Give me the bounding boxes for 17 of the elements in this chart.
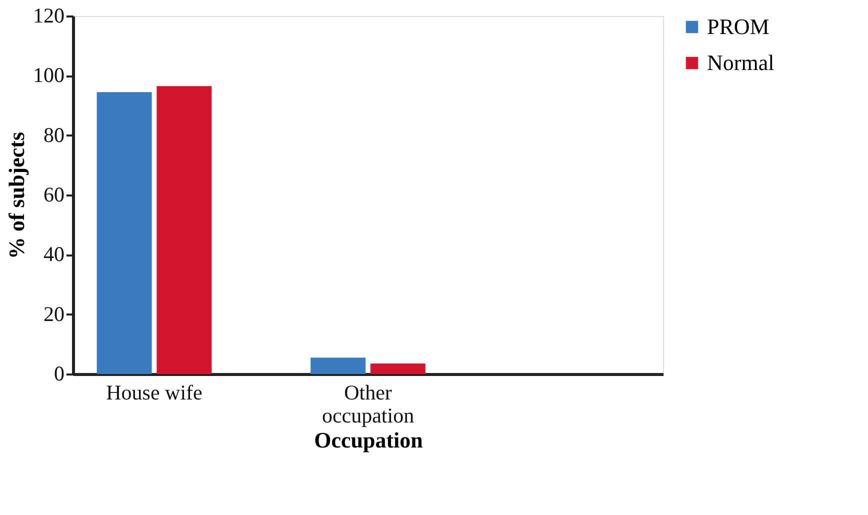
- y-tick-label: 0: [54, 362, 64, 386]
- bar: [156, 86, 212, 374]
- x-tick-label: Other occupation: [322, 380, 415, 428]
- bar: [310, 358, 366, 374]
- y-tick-label: 60: [44, 182, 64, 206]
- y-tick-label: 40: [44, 242, 64, 266]
- x-axis-title: Occupation: [314, 428, 423, 452]
- legend-label: Normal: [707, 50, 774, 75]
- bar: [96, 92, 152, 374]
- y-axis-title: % of subjects: [4, 132, 29, 260]
- legend-label: PROM: [707, 14, 770, 39]
- y-tick-label: 20: [44, 302, 64, 326]
- y-tick-label: 100: [33, 63, 64, 88]
- y-tick-label: 120: [33, 4, 64, 28]
- bar: [370, 364, 426, 374]
- x-tick-label: House wife: [106, 380, 202, 404]
- y-tick-label: 80: [44, 122, 64, 147]
